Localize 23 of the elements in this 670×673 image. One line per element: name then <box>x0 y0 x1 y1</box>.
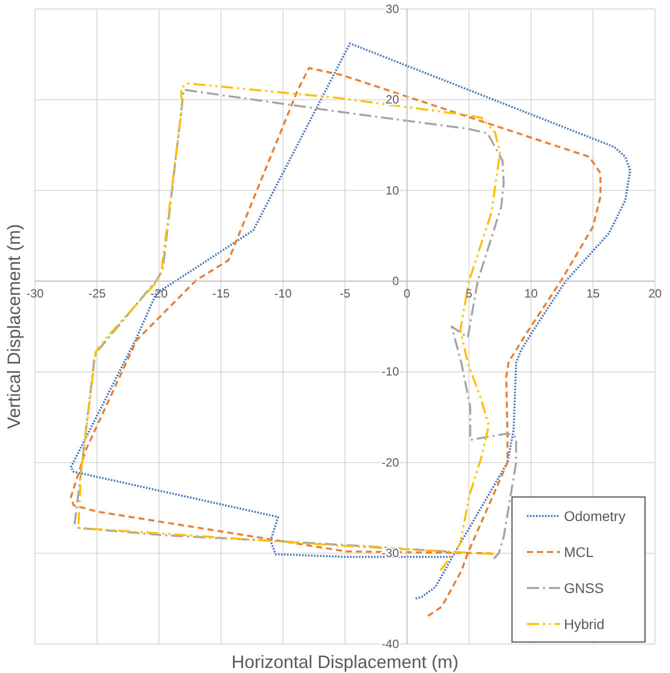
x-tick-label: 10 <box>524 286 538 301</box>
legend-label: Hybrid <box>564 616 604 632</box>
y-tick-label: 30 <box>386 2 400 16</box>
y-tick-label: -40 <box>382 636 400 651</box>
x-tick-label: 20 <box>648 286 662 301</box>
x-tick-label: -30 <box>26 286 44 301</box>
x-tick-label: -10 <box>274 286 292 301</box>
y-tick-label: 10 <box>386 183 400 198</box>
legend-label: MCL <box>564 544 594 560</box>
x-tick-label: -25 <box>88 286 106 301</box>
x-tick-label: -5 <box>340 286 351 301</box>
y-tick-label: 20 <box>386 92 400 107</box>
y-axis-title: Vertical Displacement (m) <box>4 224 24 430</box>
legend-label: GNSS <box>564 580 604 596</box>
x-tick-label: 5 <box>466 286 473 301</box>
x-axis-title: Horizontal Displacement (m) <box>231 652 459 672</box>
x-tick-label: -20 <box>150 286 168 301</box>
x-tick-label: -15 <box>212 286 230 301</box>
x-tick-label: 0 <box>404 286 411 301</box>
x-tick-label: 15 <box>586 286 600 301</box>
y-tick-label: -10 <box>382 364 400 379</box>
legend-label: Odometry <box>564 508 626 524</box>
y-tick-label: -20 <box>382 455 400 470</box>
